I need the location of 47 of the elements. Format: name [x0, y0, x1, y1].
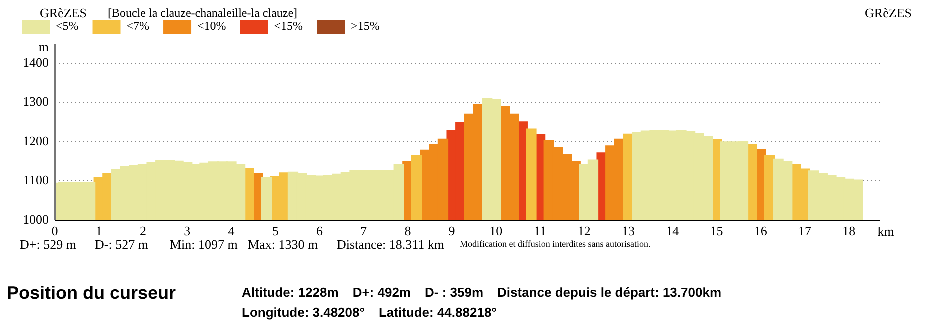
text: Distance: 18.311 km	[337, 237, 444, 253]
text: Latitude: 44.88218°	[378, 305, 497, 320]
text: Modification et diffusion interdites sans autorisation.	[460, 239, 651, 249]
legend-label: <15%	[274, 19, 304, 34]
x-tick-label: 14	[666, 224, 680, 239]
x-tick-label: 4	[228, 224, 236, 239]
text: D- : 359m	[424, 285, 484, 300]
x-tick-label: 12	[578, 224, 591, 239]
text: D-: 527 m	[95, 237, 148, 253]
x-tick-label: 8	[404, 224, 412, 239]
text: Min: 1097 m	[170, 237, 238, 253]
x-tick-label: 18	[842, 224, 856, 239]
text: D+: 492m	[352, 285, 411, 300]
chart-title: [Boucle la clauze-chanaleille-la clauze]	[108, 6, 298, 20]
x-axis-title: km	[878, 224, 894, 239]
y-tick-label: 1000	[23, 212, 49, 227]
y-axis-title: m	[38, 39, 49, 54]
x-tick-label: 6	[316, 224, 324, 239]
y-tick-label: 1300	[23, 94, 49, 110]
text: Altitude: 1228m	[242, 285, 339, 300]
x-tick-label: 0	[52, 224, 58, 239]
text: Distance depuis le départ: 13.700km	[498, 285, 722, 300]
x-tick-label: 1	[96, 224, 102, 239]
text: Position du curseur	[7, 283, 176, 304]
x-tick-label: 13	[622, 224, 636, 239]
x-tick-label: 2	[140, 224, 146, 239]
x-tick-label: 15	[710, 224, 724, 239]
text: GRèZES	[865, 5, 912, 20]
y-tick-label: 1100	[23, 172, 49, 188]
text: Longitude: 3.48208°	[242, 305, 365, 320]
legend-label: >15%	[351, 19, 380, 34]
text: Max: 1330 m	[248, 237, 318, 253]
x-tick-label: 5	[272, 224, 279, 239]
x-tick-label: 3	[184, 224, 191, 239]
legend-label: <5%	[56, 19, 79, 34]
y-tick-label: 1400	[23, 55, 49, 70]
text: GRèZES	[40, 5, 87, 20]
x-tick-label: 17	[798, 224, 812, 239]
y-tick-label: 1200	[23, 133, 49, 148]
x-tick-label: 10	[490, 224, 503, 239]
x-tick-label: 7	[360, 224, 368, 239]
legend-label: <7%	[126, 19, 150, 34]
x-tick-label: 9	[448, 224, 456, 239]
x-tick-label: 11	[534, 224, 547, 239]
text: D+: 529 m	[20, 237, 76, 253]
legend-label: <10%	[198, 19, 226, 34]
x-tick-label: 16	[754, 224, 768, 239]
